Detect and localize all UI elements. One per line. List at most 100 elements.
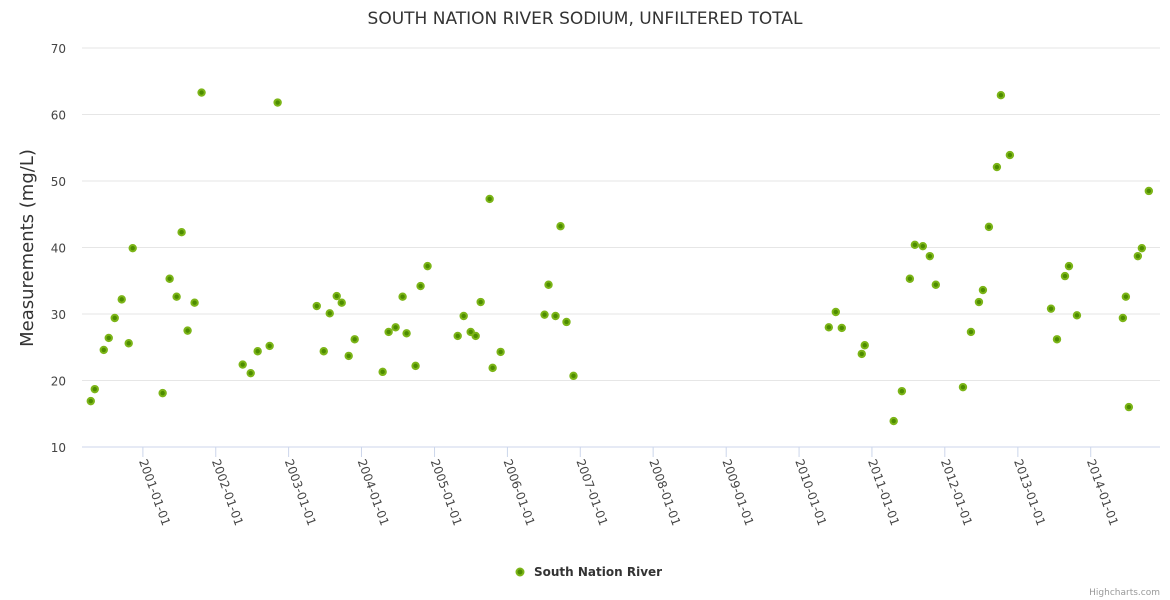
data-point[interactable]: [1060, 271, 1070, 281]
data-point[interactable]: [1005, 150, 1015, 160]
x-tick-label: 2004-01-01: [355, 457, 392, 527]
data-point[interactable]: [1072, 311, 1082, 320]
data-point[interactable]: [411, 361, 420, 371]
data-point[interactable]: [931, 280, 941, 289]
data-point[interactable]: [910, 240, 920, 250]
data-point[interactable]: [165, 274, 174, 283]
data-point[interactable]: [246, 368, 255, 378]
data-point[interactable]: [350, 335, 359, 344]
y-tick-label: 20: [51, 375, 66, 389]
y-tick-label: 50: [51, 175, 66, 189]
data-point[interactable]: [110, 313, 119, 323]
data-point[interactable]: [1133, 251, 1143, 261]
data-point[interactable]: [562, 317, 571, 327]
x-tick-label: 2010-01-01: [792, 457, 829, 527]
data-point[interactable]: [391, 323, 400, 332]
data-point[interactable]: [1121, 292, 1131, 301]
data-point[interactable]: [384, 327, 393, 337]
data-point[interactable]: [1046, 304, 1056, 313]
data-point[interactable]: [104, 333, 113, 343]
data-point[interactable]: [837, 323, 846, 333]
data-point[interactable]: [925, 251, 935, 261]
x-tick-label: 2001-01-01: [136, 457, 173, 527]
data-point[interactable]: [496, 347, 505, 357]
data-point[interactable]: [860, 341, 869, 350]
data-point[interactable]: [273, 98, 282, 107]
legend-item[interactable]: South Nation River: [515, 565, 663, 579]
x-tick-label: 2011-01-01: [865, 457, 902, 527]
data-point[interactable]: [1064, 261, 1074, 271]
data-point[interactable]: [1137, 243, 1147, 253]
data-point[interactable]: [312, 301, 321, 311]
x-tick-label: 2009-01-01: [719, 457, 756, 527]
data-point[interactable]: [332, 291, 341, 301]
data-point[interactable]: [1118, 313, 1128, 323]
data-point[interactable]: [197, 88, 206, 97]
data-point[interactable]: [984, 222, 994, 232]
data-point[interactable]: [177, 228, 186, 237]
data-point[interactable]: [183, 326, 192, 335]
data-point[interactable]: [974, 297, 984, 307]
y-tick-label: 30: [51, 308, 66, 322]
x-tick-label: 2013-01-01: [1011, 457, 1048, 527]
x-tick-label: 2008-01-01: [646, 457, 683, 527]
data-point[interactable]: [453, 331, 462, 341]
data-point[interactable]: [423, 261, 432, 271]
data-point[interactable]: [476, 297, 485, 307]
data-point[interactable]: [128, 243, 137, 253]
data-point[interactable]: [238, 360, 247, 369]
highcharts-credit[interactable]: Highcharts.com: [1089, 588, 1160, 598]
data-point[interactable]: [551, 311, 560, 321]
data-point[interactable]: [325, 309, 334, 318]
data-point[interactable]: [831, 307, 841, 317]
x-tick-label: 2002-01-01: [209, 457, 246, 527]
data-point[interactable]: [905, 274, 915, 283]
data-point[interactable]: [544, 280, 553, 289]
y-tick-label: 70: [51, 42, 66, 56]
data-point[interactable]: [471, 331, 480, 341]
data-point[interactable]: [1052, 335, 1062, 344]
x-tick-label: 2005-01-01: [428, 457, 465, 527]
data-point[interactable]: [978, 285, 988, 295]
data-point[interactable]: [824, 323, 834, 332]
data-point[interactable]: [344, 351, 353, 361]
data-point[interactable]: [416, 281, 425, 291]
data-point[interactable]: [86, 396, 95, 406]
data-point[interactable]: [918, 241, 928, 251]
data-point[interactable]: [857, 349, 866, 359]
data-point[interactable]: [90, 384, 99, 394]
data-point[interactable]: [1144, 186, 1154, 196]
data-point[interactable]: [124, 339, 133, 348]
data-point[interactable]: [402, 329, 411, 338]
data-point[interactable]: [172, 292, 181, 301]
data-point[interactable]: [540, 310, 549, 319]
y-axis-title: Measurements (mg/L): [17, 149, 38, 347]
x-tick-label: 2014-01-01: [1084, 457, 1121, 527]
y-tick-label: 60: [51, 109, 66, 123]
data-point[interactable]: [569, 371, 578, 381]
data-point[interactable]: [190, 298, 199, 307]
data-point[interactable]: [966, 327, 976, 337]
data-point[interactable]: [556, 222, 565, 231]
x-tick-label: 2012-01-01: [938, 457, 975, 527]
data-point[interactable]: [459, 311, 468, 321]
data-point[interactable]: [337, 298, 346, 307]
data-point[interactable]: [897, 386, 907, 396]
data-point[interactable]: [117, 295, 126, 304]
y-tick-label: 40: [51, 242, 66, 256]
data-point[interactable]: [1124, 402, 1134, 412]
data-point[interactable]: [99, 345, 108, 355]
data-point[interactable]: [265, 341, 274, 351]
x-tick-label: 2007-01-01: [573, 457, 610, 527]
data-point[interactable]: [158, 388, 167, 398]
data-point[interactable]: [378, 367, 387, 377]
data-point[interactable]: [319, 347, 328, 356]
data-point[interactable]: [485, 194, 494, 204]
data-point[interactable]: [992, 162, 1002, 172]
data-point[interactable]: [398, 292, 407, 301]
data-point[interactable]: [889, 416, 898, 426]
data-point[interactable]: [488, 363, 497, 373]
data-point[interactable]: [996, 91, 1006, 100]
data-point[interactable]: [253, 347, 262, 356]
data-point[interactable]: [958, 382, 968, 392]
